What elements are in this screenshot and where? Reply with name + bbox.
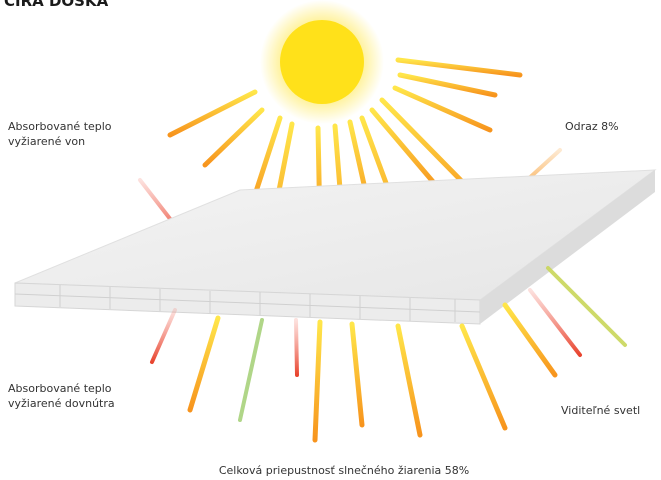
label-line: vyžiarené von	[8, 135, 85, 148]
sun	[280, 20, 364, 104]
label-line: Absorbované teplo	[8, 120, 112, 133]
heat-in-rays	[150, 288, 582, 377]
label-reflection: Odraz 8%	[565, 120, 619, 133]
label-line: Absorbované teplo	[8, 382, 112, 395]
label-absorbed-in: Absorbované teplo vyžiarené dovnútra	[8, 382, 115, 410]
sheet-ribs	[14, 285, 481, 322]
title: ČÍRA DOSKA	[4, 0, 109, 10]
label-line: vyžiarené dovnútra	[8, 397, 115, 410]
label-visible: Viditeľné svetl	[561, 404, 640, 417]
sheet-side	[480, 170, 655, 324]
transmitted-rays	[187, 302, 558, 443]
label-absorbed-out: Absorbované teplo vyžiarené von	[8, 120, 115, 148]
visible-rays	[238, 266, 627, 422]
label-total: Celková priepustnosť slnečného žiarenia …	[219, 464, 469, 477]
